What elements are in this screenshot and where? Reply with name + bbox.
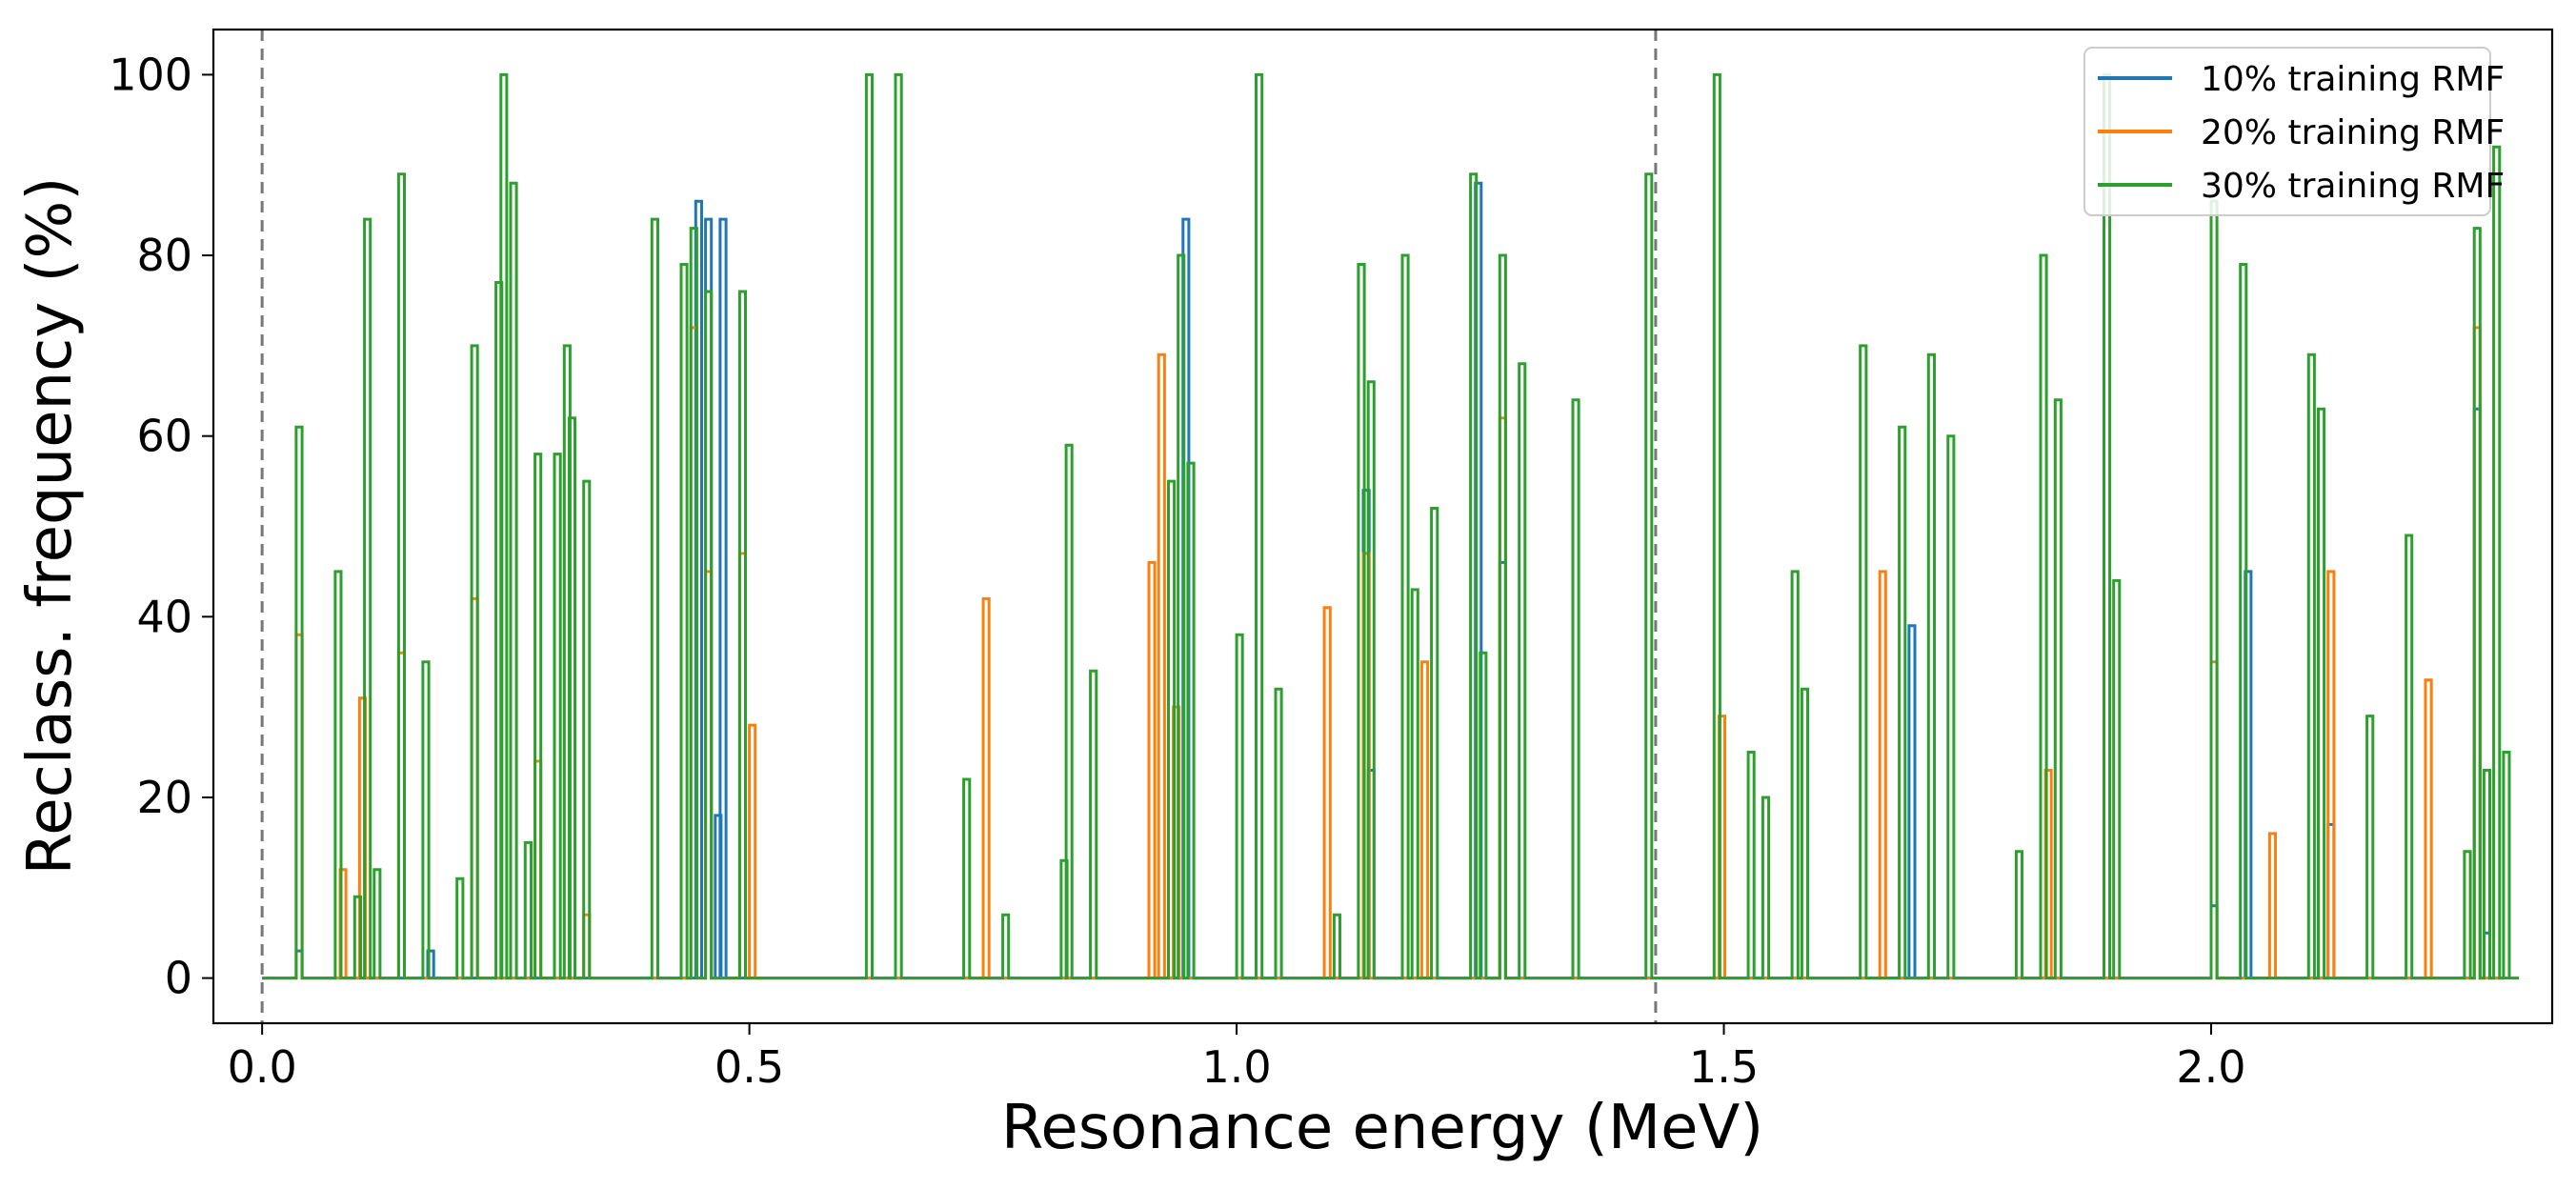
y-tick-label: 20 xyxy=(136,772,192,823)
x-tick-label: 1.0 xyxy=(1201,1041,1271,1093)
legend-label-1: 10% training RMF xyxy=(2201,60,2505,99)
x-tick-label: 1.5 xyxy=(1689,1041,1759,1093)
y-tick-label: 100 xyxy=(109,49,192,100)
x-tick-label: 2.0 xyxy=(2176,1041,2245,1093)
y-tick-label: 80 xyxy=(136,230,192,281)
y-tick-label: 60 xyxy=(136,411,192,462)
x-tick-label: 0.0 xyxy=(228,1041,297,1093)
y-tick-label: 40 xyxy=(136,591,192,642)
axis-ticks: 0.0 0.5 1.0 1.5 2.0 0 20 40 60 80 100 xyxy=(109,49,2245,1093)
x-axis-label: Resonance energy (MeV) xyxy=(1001,1093,1763,1163)
x-tick-label: 0.5 xyxy=(714,1041,784,1093)
y-tick-label: 0 xyxy=(165,953,192,1004)
legend-box xyxy=(2083,47,2491,216)
y-axis-label: Reclass. frequency (%) xyxy=(15,177,86,876)
legend-label-3: 30% training RMF xyxy=(2201,167,2505,206)
plot-area xyxy=(260,30,2520,1023)
legend: 10% training RMF 20% training RMF 30% trai… xyxy=(2083,47,2505,216)
legend-label-2: 20% training RMF xyxy=(2201,113,2505,152)
plot-frame xyxy=(211,28,2554,1025)
series-group xyxy=(262,72,2520,980)
series-line-3 xyxy=(262,72,2520,980)
